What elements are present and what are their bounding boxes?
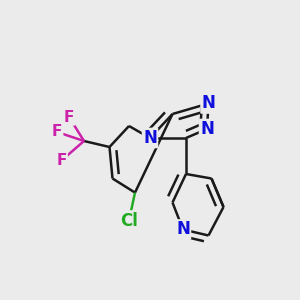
Text: F: F: [52, 124, 62, 140]
Text: F: F: [64, 110, 74, 124]
Text: N: N: [143, 129, 157, 147]
Text: F: F: [56, 153, 67, 168]
Text: N: N: [200, 120, 214, 138]
Text: Cl: Cl: [120, 212, 138, 230]
Text: N: N: [176, 220, 190, 238]
Text: N: N: [202, 94, 215, 112]
